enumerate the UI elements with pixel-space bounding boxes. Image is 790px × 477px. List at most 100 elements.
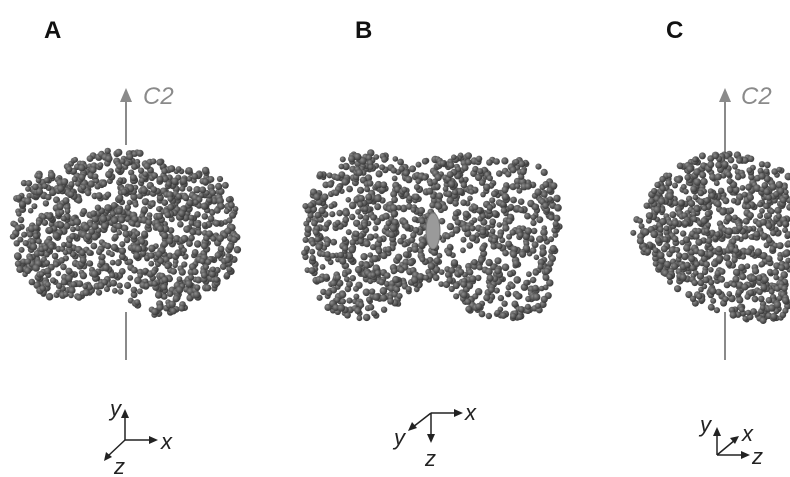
atom-sphere — [96, 248, 103, 256]
atom-sphere — [753, 184, 761, 192]
atom-sphere — [214, 251, 222, 259]
atom-sphere — [335, 274, 341, 281]
atom-sphere — [415, 161, 422, 168]
atom-sphere — [194, 221, 202, 229]
atom-sphere — [357, 238, 364, 245]
atom-sphere — [399, 204, 408, 213]
atom-sphere — [374, 180, 383, 189]
atom-sphere — [777, 187, 785, 195]
atom-sphere — [475, 302, 483, 310]
atom-sphere — [307, 202, 314, 209]
atom-sphere — [763, 242, 770, 249]
atom-sphere — [160, 283, 168, 291]
atom-sphere — [693, 178, 702, 186]
atom-sphere — [33, 250, 41, 257]
atom-sphere — [417, 206, 426, 215]
atom-sphere — [43, 177, 51, 184]
atom-sphere — [233, 246, 242, 254]
atom-sphere — [645, 212, 654, 220]
atom-sphere — [369, 288, 376, 295]
atom-sphere — [112, 287, 118, 294]
atom-sphere — [302, 236, 309, 243]
atom-sphere — [329, 211, 336, 218]
atom-sphere — [24, 267, 32, 275]
atom-sphere — [519, 250, 527, 258]
atom-sphere — [85, 232, 92, 240]
atom-sphere — [302, 203, 309, 210]
atom-sphere — [13, 252, 22, 260]
atom-sphere — [356, 169, 363, 177]
atom-sphere — [324, 221, 331, 228]
atom-sphere — [524, 303, 531, 310]
atom-sphere — [33, 224, 39, 231]
atom-sphere — [539, 248, 547, 257]
atom-sphere — [704, 197, 710, 204]
atom-sphere — [692, 156, 698, 163]
atom-sphere — [78, 173, 86, 181]
atom-sphere — [104, 204, 112, 212]
atom-sphere — [769, 245, 776, 252]
atom-sphere — [517, 198, 525, 205]
atom-sphere — [765, 194, 772, 201]
atom-sphere — [97, 162, 104, 168]
atom-sphere — [421, 158, 429, 165]
atom-sphere — [157, 225, 164, 233]
atom-sphere — [665, 179, 673, 187]
atom-sphere — [514, 292, 522, 300]
atom-sphere — [319, 264, 326, 270]
atom-sphere — [161, 240, 169, 248]
atom-sphere — [95, 289, 103, 296]
atom-sphere — [431, 178, 438, 185]
atom-sphere — [747, 212, 754, 219]
atom-sphere — [161, 175, 169, 183]
atom-sphere — [768, 288, 775, 295]
atom-sphere — [151, 172, 158, 179]
atom-sphere — [681, 252, 689, 261]
atom-sphere — [167, 203, 175, 211]
atom-sphere — [666, 172, 673, 179]
atom-sphere — [330, 252, 336, 259]
atom-sphere — [468, 189, 475, 195]
atom-sphere — [693, 168, 701, 176]
atom-sphere — [757, 167, 764, 174]
atom-sphere — [685, 291, 693, 299]
atom-sphere — [491, 210, 499, 218]
atom-sphere — [346, 185, 353, 193]
atom-sphere — [706, 250, 714, 258]
atom-sphere — [707, 161, 715, 169]
atom-sphere — [68, 191, 75, 198]
atom-sphere — [719, 208, 727, 216]
atom-sphere — [313, 193, 321, 201]
atom-sphere — [171, 177, 179, 186]
atom-sphere — [188, 234, 195, 242]
atom-sphere — [772, 268, 779, 276]
atom-sphere — [668, 246, 677, 254]
atom-sphere — [775, 181, 784, 189]
panel-c-c2-label: C2 — [741, 83, 772, 110]
atom-sphere — [391, 175, 398, 182]
atom-sphere — [345, 268, 352, 275]
atom-sphere — [465, 159, 472, 166]
atom-sphere — [412, 226, 420, 234]
atom-sphere — [409, 165, 417, 173]
atom-sphere — [659, 217, 667, 226]
atom-sphere — [738, 263, 746, 271]
atom-sphere — [518, 173, 525, 180]
atom-sphere — [84, 189, 92, 197]
atom-sphere — [526, 271, 532, 278]
atom-sphere — [60, 263, 67, 271]
atom-sphere — [380, 306, 388, 313]
atom-sphere — [507, 203, 515, 210]
atom-sphere — [104, 147, 111, 155]
atom-sphere — [453, 293, 460, 300]
atom-sphere — [14, 260, 22, 268]
atom-sphere — [741, 191, 748, 198]
atom-sphere — [44, 267, 52, 275]
atom-sphere — [513, 276, 521, 284]
panel-b-y-label: y — [392, 425, 407, 450]
atom-sphere — [485, 258, 493, 267]
atom-sphere — [193, 186, 201, 194]
atom-sphere — [469, 234, 477, 242]
atom-sphere — [101, 222, 109, 230]
atom-sphere — [186, 167, 193, 174]
